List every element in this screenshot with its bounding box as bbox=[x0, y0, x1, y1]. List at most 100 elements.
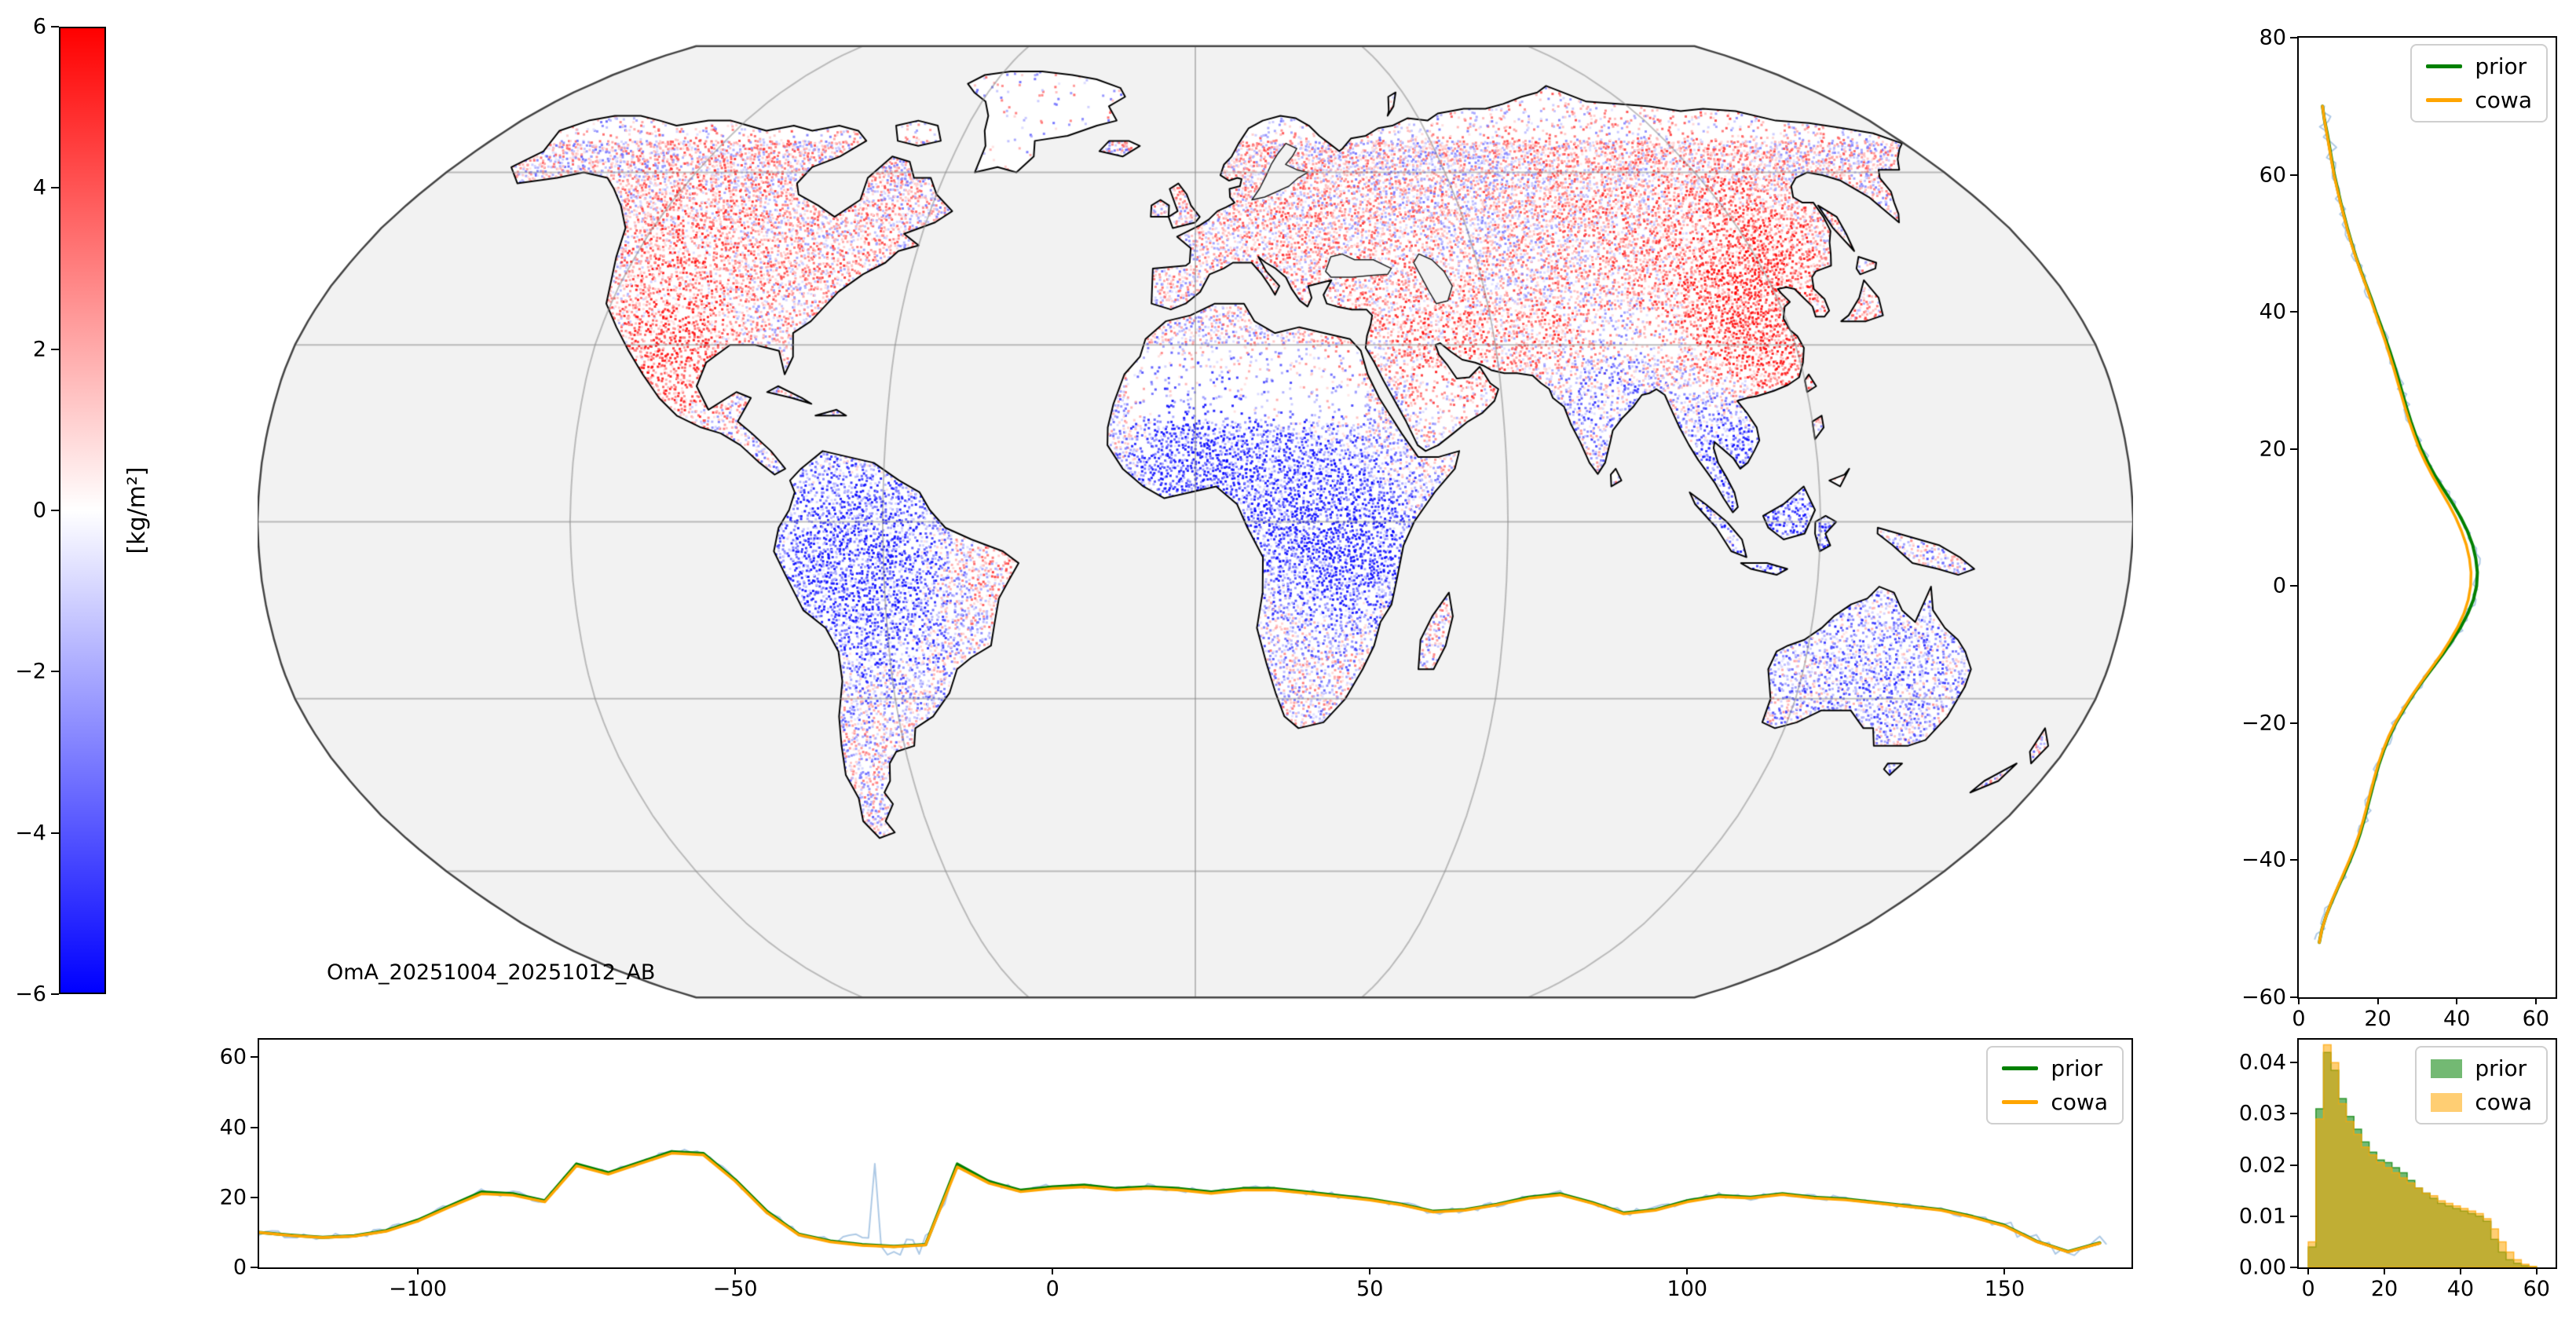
colorbar-tick-label: −2 bbox=[15, 659, 46, 684]
y-tick-mark bbox=[2290, 1267, 2297, 1268]
world-map-canvas bbox=[258, 30, 2133, 1014]
x-tick-mark bbox=[2459, 1267, 2461, 1274]
x-tick-mark bbox=[1369, 1267, 1371, 1274]
meridional-mean-plot: prior cowa −100 −50 0 50 100 150 0 20 40 60 bbox=[220, 1038, 2133, 1300]
x-tick-label: 60 bbox=[2522, 1007, 2550, 1031]
zonal-mean-plot: prior cowa 0 20 40 60 80 60 40 20 0 −20 −40 −60 bbox=[2241, 27, 2557, 1029]
meridional-legend: prior cowa bbox=[1986, 1046, 2124, 1124]
x-tick-label: 0 bbox=[2301, 1277, 2315, 1301]
prior-label: prior bbox=[2051, 1055, 2103, 1081]
y-tick-mark bbox=[2290, 1164, 2297, 1166]
y-tick-mark bbox=[2290, 448, 2297, 450]
y-tick-label: −20 bbox=[2241, 711, 2286, 736]
y-tick-label: −60 bbox=[2241, 985, 2286, 1010]
y-tick-mark bbox=[2290, 1215, 2297, 1217]
cowa-label: cowa bbox=[2475, 87, 2532, 113]
x-tick-label: 60 bbox=[2523, 1277, 2550, 1301]
y-tick-mark bbox=[2290, 1113, 2297, 1115]
prior-line-swatch bbox=[2002, 1066, 2039, 1070]
y-tick-label: 0 bbox=[2272, 573, 2286, 598]
y-tick-mark bbox=[2290, 722, 2297, 724]
prior-line-swatch bbox=[2426, 64, 2463, 68]
cowa-line-swatch bbox=[2426, 98, 2463, 102]
cowa-label: cowa bbox=[2475, 1089, 2532, 1115]
y-tick-mark bbox=[2290, 1062, 2297, 1064]
legend-item-cowa: cowa bbox=[2002, 1089, 2108, 1115]
x-tick-label: 150 bbox=[1984, 1277, 2025, 1301]
x-tick-label: 20 bbox=[2370, 1277, 2399, 1301]
zonal-legend: prior cowa bbox=[2410, 44, 2548, 122]
legend-item-cowa: cowa bbox=[2431, 1089, 2532, 1115]
colorbar-label: [kg/m²] bbox=[123, 466, 151, 554]
y-tick-label: 20 bbox=[2259, 437, 2286, 462]
y-tick-label: 0.04 bbox=[2238, 1050, 2286, 1075]
cowa-label: cowa bbox=[2051, 1089, 2108, 1115]
colorbar: [kg/m²] 6 4 2 0 −2 −4 −6 bbox=[15, 16, 151, 1005]
colorbar-tick-mark bbox=[51, 510, 59, 511]
colorbar-tick-mark bbox=[51, 832, 59, 834]
y-tick-label: 80 bbox=[2259, 25, 2286, 50]
y-tick-mark bbox=[2290, 37, 2297, 38]
y-tick-label: 40 bbox=[219, 1115, 247, 1140]
y-tick-mark bbox=[251, 1196, 258, 1198]
x-tick-mark bbox=[2456, 997, 2458, 1004]
y-tick-label: 0.00 bbox=[2238, 1255, 2286, 1280]
y-tick-label: 0.01 bbox=[2238, 1204, 2286, 1229]
colorbar-tick-mark bbox=[51, 671, 59, 673]
colorbar-tick-label: 0 bbox=[32, 498, 46, 523]
legend-item-prior: prior bbox=[2426, 53, 2532, 79]
y-tick-label: 40 bbox=[2259, 299, 2286, 324]
x-tick-label: 0 bbox=[2292, 1007, 2306, 1031]
colorbar-tick-label: 2 bbox=[32, 337, 46, 362]
x-tick-mark bbox=[2377, 997, 2379, 1004]
prior-label: prior bbox=[2475, 1055, 2527, 1081]
y-tick-mark bbox=[251, 1267, 258, 1268]
colorbar-tick-mark bbox=[51, 26, 59, 27]
y-tick-mark bbox=[2290, 859, 2297, 861]
x-tick-label: 40 bbox=[2443, 1007, 2471, 1031]
legend-item-prior: prior bbox=[2002, 1055, 2108, 1081]
map-annotation: OmA_20251004_20251012_AB bbox=[327, 960, 656, 985]
y-tick-mark bbox=[2290, 996, 2297, 998]
x-tick-mark bbox=[734, 1267, 737, 1274]
prior-patch-swatch bbox=[2431, 1059, 2463, 1078]
colorbar-tick-mark bbox=[51, 348, 59, 350]
x-tick-mark bbox=[1052, 1267, 1054, 1274]
y-tick-label: −40 bbox=[2241, 847, 2286, 872]
y-tick-mark bbox=[251, 1126, 258, 1128]
legend-item-cowa: cowa bbox=[2426, 87, 2532, 113]
x-tick-mark bbox=[417, 1267, 419, 1274]
y-tick-mark bbox=[2290, 585, 2297, 587]
y-tick-label: 0 bbox=[232, 1255, 247, 1280]
x-tick-mark bbox=[2307, 1267, 2310, 1274]
colorbar-tick-label: −6 bbox=[15, 982, 46, 1007]
cowa-line-swatch bbox=[2002, 1100, 2039, 1104]
legend-item-prior: prior bbox=[2431, 1055, 2532, 1081]
cowa-patch-swatch bbox=[2431, 1092, 2463, 1112]
x-tick-mark bbox=[2384, 1267, 2385, 1274]
x-tick-label: −100 bbox=[388, 1277, 448, 1301]
colorbar-gradient bbox=[59, 27, 106, 994]
x-tick-mark bbox=[2298, 997, 2300, 1004]
x-tick-mark bbox=[2535, 1267, 2538, 1274]
colorbar-tick-label: 4 bbox=[32, 175, 46, 200]
x-tick-mark bbox=[1686, 1267, 1689, 1274]
x-tick-label: 100 bbox=[1667, 1277, 1708, 1301]
y-tick-label: 20 bbox=[219, 1185, 247, 1210]
y-tick-label: 60 bbox=[2259, 163, 2286, 188]
y-tick-label: 0.02 bbox=[2238, 1153, 2286, 1178]
x-tick-label: 40 bbox=[2446, 1277, 2475, 1301]
prior-label: prior bbox=[2475, 53, 2527, 79]
meridional-mean-canvas bbox=[259, 1040, 2131, 1267]
y-tick-mark bbox=[2290, 311, 2297, 313]
y-tick-label: 60 bbox=[219, 1044, 247, 1070]
y-tick-label: 0.03 bbox=[2238, 1101, 2286, 1126]
colorbar-tick-label: −4 bbox=[15, 821, 46, 846]
y-tick-mark bbox=[2290, 174, 2297, 176]
zonal-mean-canvas bbox=[2299, 38, 2556, 997]
colorbar-tick-mark bbox=[51, 993, 59, 995]
colorbar-tick-label: 6 bbox=[32, 14, 46, 39]
x-tick-label: 0 bbox=[1045, 1277, 1059, 1301]
x-tick-label: −50 bbox=[712, 1277, 758, 1301]
